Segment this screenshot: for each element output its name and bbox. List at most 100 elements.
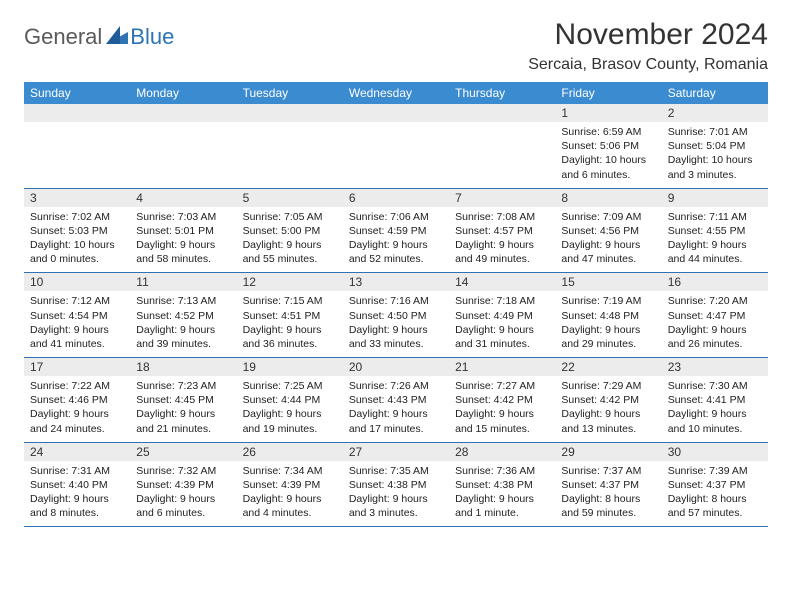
- sunrise-text: Sunrise: 7:08 AM: [455, 210, 549, 224]
- daylight-text: Daylight: 9 hours and 41 minutes.: [30, 323, 124, 351]
- daylight-text: Daylight: 9 hours and 17 minutes.: [349, 407, 443, 435]
- daylight-text: Daylight: 9 hours and 39 minutes.: [136, 323, 230, 351]
- sunrise-text: Sunrise: 7:31 AM: [30, 464, 124, 478]
- weekday-header: Tuesday: [237, 82, 343, 104]
- sunrise-text: Sunrise: 7:16 AM: [349, 294, 443, 308]
- day-body: Sunrise: 7:31 AMSunset: 4:40 PMDaylight:…: [24, 461, 130, 527]
- weekday-header: Sunday: [24, 82, 130, 104]
- calendar-cell: 27Sunrise: 7:35 AMSunset: 4:38 PMDayligh…: [343, 442, 449, 527]
- sunset-text: Sunset: 5:06 PM: [561, 139, 655, 153]
- day-number: 29: [555, 443, 661, 461]
- sunset-text: Sunset: 4:46 PM: [30, 393, 124, 407]
- daylight-text: Daylight: 9 hours and 21 minutes.: [136, 407, 230, 435]
- day-body: Sunrise: 7:18 AMSunset: 4:49 PMDaylight:…: [449, 291, 555, 357]
- day-number: 28: [449, 443, 555, 461]
- logo-mark-icon: [106, 26, 128, 49]
- sunset-text: Sunset: 4:59 PM: [349, 224, 443, 238]
- calendar-cell: 13Sunrise: 7:16 AMSunset: 4:50 PMDayligh…: [343, 273, 449, 358]
- calendar-cell: 3Sunrise: 7:02 AMSunset: 5:03 PMDaylight…: [24, 188, 130, 273]
- day-number: 1: [555, 104, 661, 122]
- day-body: Sunrise: 7:08 AMSunset: 4:57 PMDaylight:…: [449, 207, 555, 273]
- day-number: 3: [24, 189, 130, 207]
- day-number: 23: [662, 358, 768, 376]
- daylight-text: Daylight: 9 hours and 4 minutes.: [243, 492, 337, 520]
- daylight-text: Daylight: 8 hours and 59 minutes.: [561, 492, 655, 520]
- sunrise-text: Sunrise: 7:05 AM: [243, 210, 337, 224]
- weekday-header: Wednesday: [343, 82, 449, 104]
- day-number: 27: [343, 443, 449, 461]
- sunrise-text: Sunrise: 7:03 AM: [136, 210, 230, 224]
- sunset-text: Sunset: 4:42 PM: [455, 393, 549, 407]
- calendar-cell: 9Sunrise: 7:11 AMSunset: 4:55 PMDaylight…: [662, 188, 768, 273]
- sunrise-text: Sunrise: 7:37 AM: [561, 464, 655, 478]
- day-body: Sunrise: 7:23 AMSunset: 4:45 PMDaylight:…: [130, 376, 236, 442]
- sunset-text: Sunset: 4:42 PM: [561, 393, 655, 407]
- weekday-header: Friday: [555, 82, 661, 104]
- sunset-text: Sunset: 4:37 PM: [668, 478, 762, 492]
- sunset-text: Sunset: 4:56 PM: [561, 224, 655, 238]
- calendar-cell: 6Sunrise: 7:06 AMSunset: 4:59 PMDaylight…: [343, 188, 449, 273]
- sunrise-text: Sunrise: 7:36 AM: [455, 464, 549, 478]
- day-number: 7: [449, 189, 555, 207]
- header: General Blue November 2024 Sercaia, Bras…: [24, 18, 768, 74]
- daylight-text: Daylight: 9 hours and 52 minutes.: [349, 238, 443, 266]
- day-body: Sunrise: 7:05 AMSunset: 5:00 PMDaylight:…: [237, 207, 343, 273]
- calendar-cell: 28Sunrise: 7:36 AMSunset: 4:38 PMDayligh…: [449, 442, 555, 527]
- calendar-cell: 2Sunrise: 7:01 AMSunset: 5:04 PMDaylight…: [662, 104, 768, 188]
- calendar-cell: 19Sunrise: 7:25 AMSunset: 4:44 PMDayligh…: [237, 358, 343, 443]
- day-number: 10: [24, 273, 130, 291]
- calendar-week-row: 3Sunrise: 7:02 AMSunset: 5:03 PMDaylight…: [24, 188, 768, 273]
- day-number: 2: [662, 104, 768, 122]
- sunrise-text: Sunrise: 7:13 AM: [136, 294, 230, 308]
- calendar-cell: 1Sunrise: 6:59 AMSunset: 5:06 PMDaylight…: [555, 104, 661, 188]
- calendar-cell: 21Sunrise: 7:27 AMSunset: 4:42 PMDayligh…: [449, 358, 555, 443]
- sunrise-text: Sunrise: 7:20 AM: [668, 294, 762, 308]
- sunset-text: Sunset: 4:55 PM: [668, 224, 762, 238]
- day-number: 17: [24, 358, 130, 376]
- day-number: 26: [237, 443, 343, 461]
- sunrise-text: Sunrise: 7:25 AM: [243, 379, 337, 393]
- sunrise-text: Sunrise: 7:22 AM: [30, 379, 124, 393]
- day-body: Sunrise: 7:13 AMSunset: 4:52 PMDaylight:…: [130, 291, 236, 357]
- day-number: 14: [449, 273, 555, 291]
- daylight-text: Daylight: 10 hours and 3 minutes.: [668, 153, 762, 181]
- day-number: 12: [237, 273, 343, 291]
- day-number: 19: [237, 358, 343, 376]
- sunset-text: Sunset: 4:39 PM: [136, 478, 230, 492]
- day-number: 30: [662, 443, 768, 461]
- month-title: November 2024: [528, 18, 768, 52]
- sunrise-text: Sunrise: 7:29 AM: [561, 379, 655, 393]
- calendar-cell: 8Sunrise: 7:09 AMSunset: 4:56 PMDaylight…: [555, 188, 661, 273]
- daylight-text: Daylight: 9 hours and 31 minutes.: [455, 323, 549, 351]
- day-body: Sunrise: 7:32 AMSunset: 4:39 PMDaylight:…: [130, 461, 236, 527]
- day-body: Sunrise: 7:22 AMSunset: 4:46 PMDaylight:…: [24, 376, 130, 442]
- day-number: 21: [449, 358, 555, 376]
- calendar-cell: [130, 104, 236, 188]
- sunrise-text: Sunrise: 7:26 AM: [349, 379, 443, 393]
- day-body: Sunrise: 7:19 AMSunset: 4:48 PMDaylight:…: [555, 291, 661, 357]
- calendar-cell: 16Sunrise: 7:20 AMSunset: 4:47 PMDayligh…: [662, 273, 768, 358]
- calendar-cell: 24Sunrise: 7:31 AMSunset: 4:40 PMDayligh…: [24, 442, 130, 527]
- daylight-text: Daylight: 9 hours and 49 minutes.: [455, 238, 549, 266]
- day-number: 9: [662, 189, 768, 207]
- daylight-text: Daylight: 9 hours and 1 minute.: [455, 492, 549, 520]
- day-number: 20: [343, 358, 449, 376]
- day-body: Sunrise: 7:01 AMSunset: 5:04 PMDaylight:…: [662, 122, 768, 188]
- calendar-week-row: 1Sunrise: 6:59 AMSunset: 5:06 PMDaylight…: [24, 104, 768, 188]
- calendar-cell: 18Sunrise: 7:23 AMSunset: 4:45 PMDayligh…: [130, 358, 236, 443]
- day-number: 18: [130, 358, 236, 376]
- calendar-cell: 4Sunrise: 7:03 AMSunset: 5:01 PMDaylight…: [130, 188, 236, 273]
- daylight-text: Daylight: 9 hours and 58 minutes.: [136, 238, 230, 266]
- daylight-text: Daylight: 9 hours and 24 minutes.: [30, 407, 124, 435]
- sunset-text: Sunset: 4:44 PM: [243, 393, 337, 407]
- day-number: 22: [555, 358, 661, 376]
- sunset-text: Sunset: 5:03 PM: [30, 224, 124, 238]
- day-body: Sunrise: 7:27 AMSunset: 4:42 PMDaylight:…: [449, 376, 555, 442]
- day-body: Sunrise: 7:15 AMSunset: 4:51 PMDaylight:…: [237, 291, 343, 357]
- day-body: Sunrise: 7:02 AMSunset: 5:03 PMDaylight:…: [24, 207, 130, 273]
- day-number: 15: [555, 273, 661, 291]
- sunrise-text: Sunrise: 7:09 AM: [561, 210, 655, 224]
- sunrise-text: Sunrise: 7:27 AM: [455, 379, 549, 393]
- day-body: Sunrise: 7:03 AMSunset: 5:01 PMDaylight:…: [130, 207, 236, 273]
- logo: General Blue: [24, 24, 174, 50]
